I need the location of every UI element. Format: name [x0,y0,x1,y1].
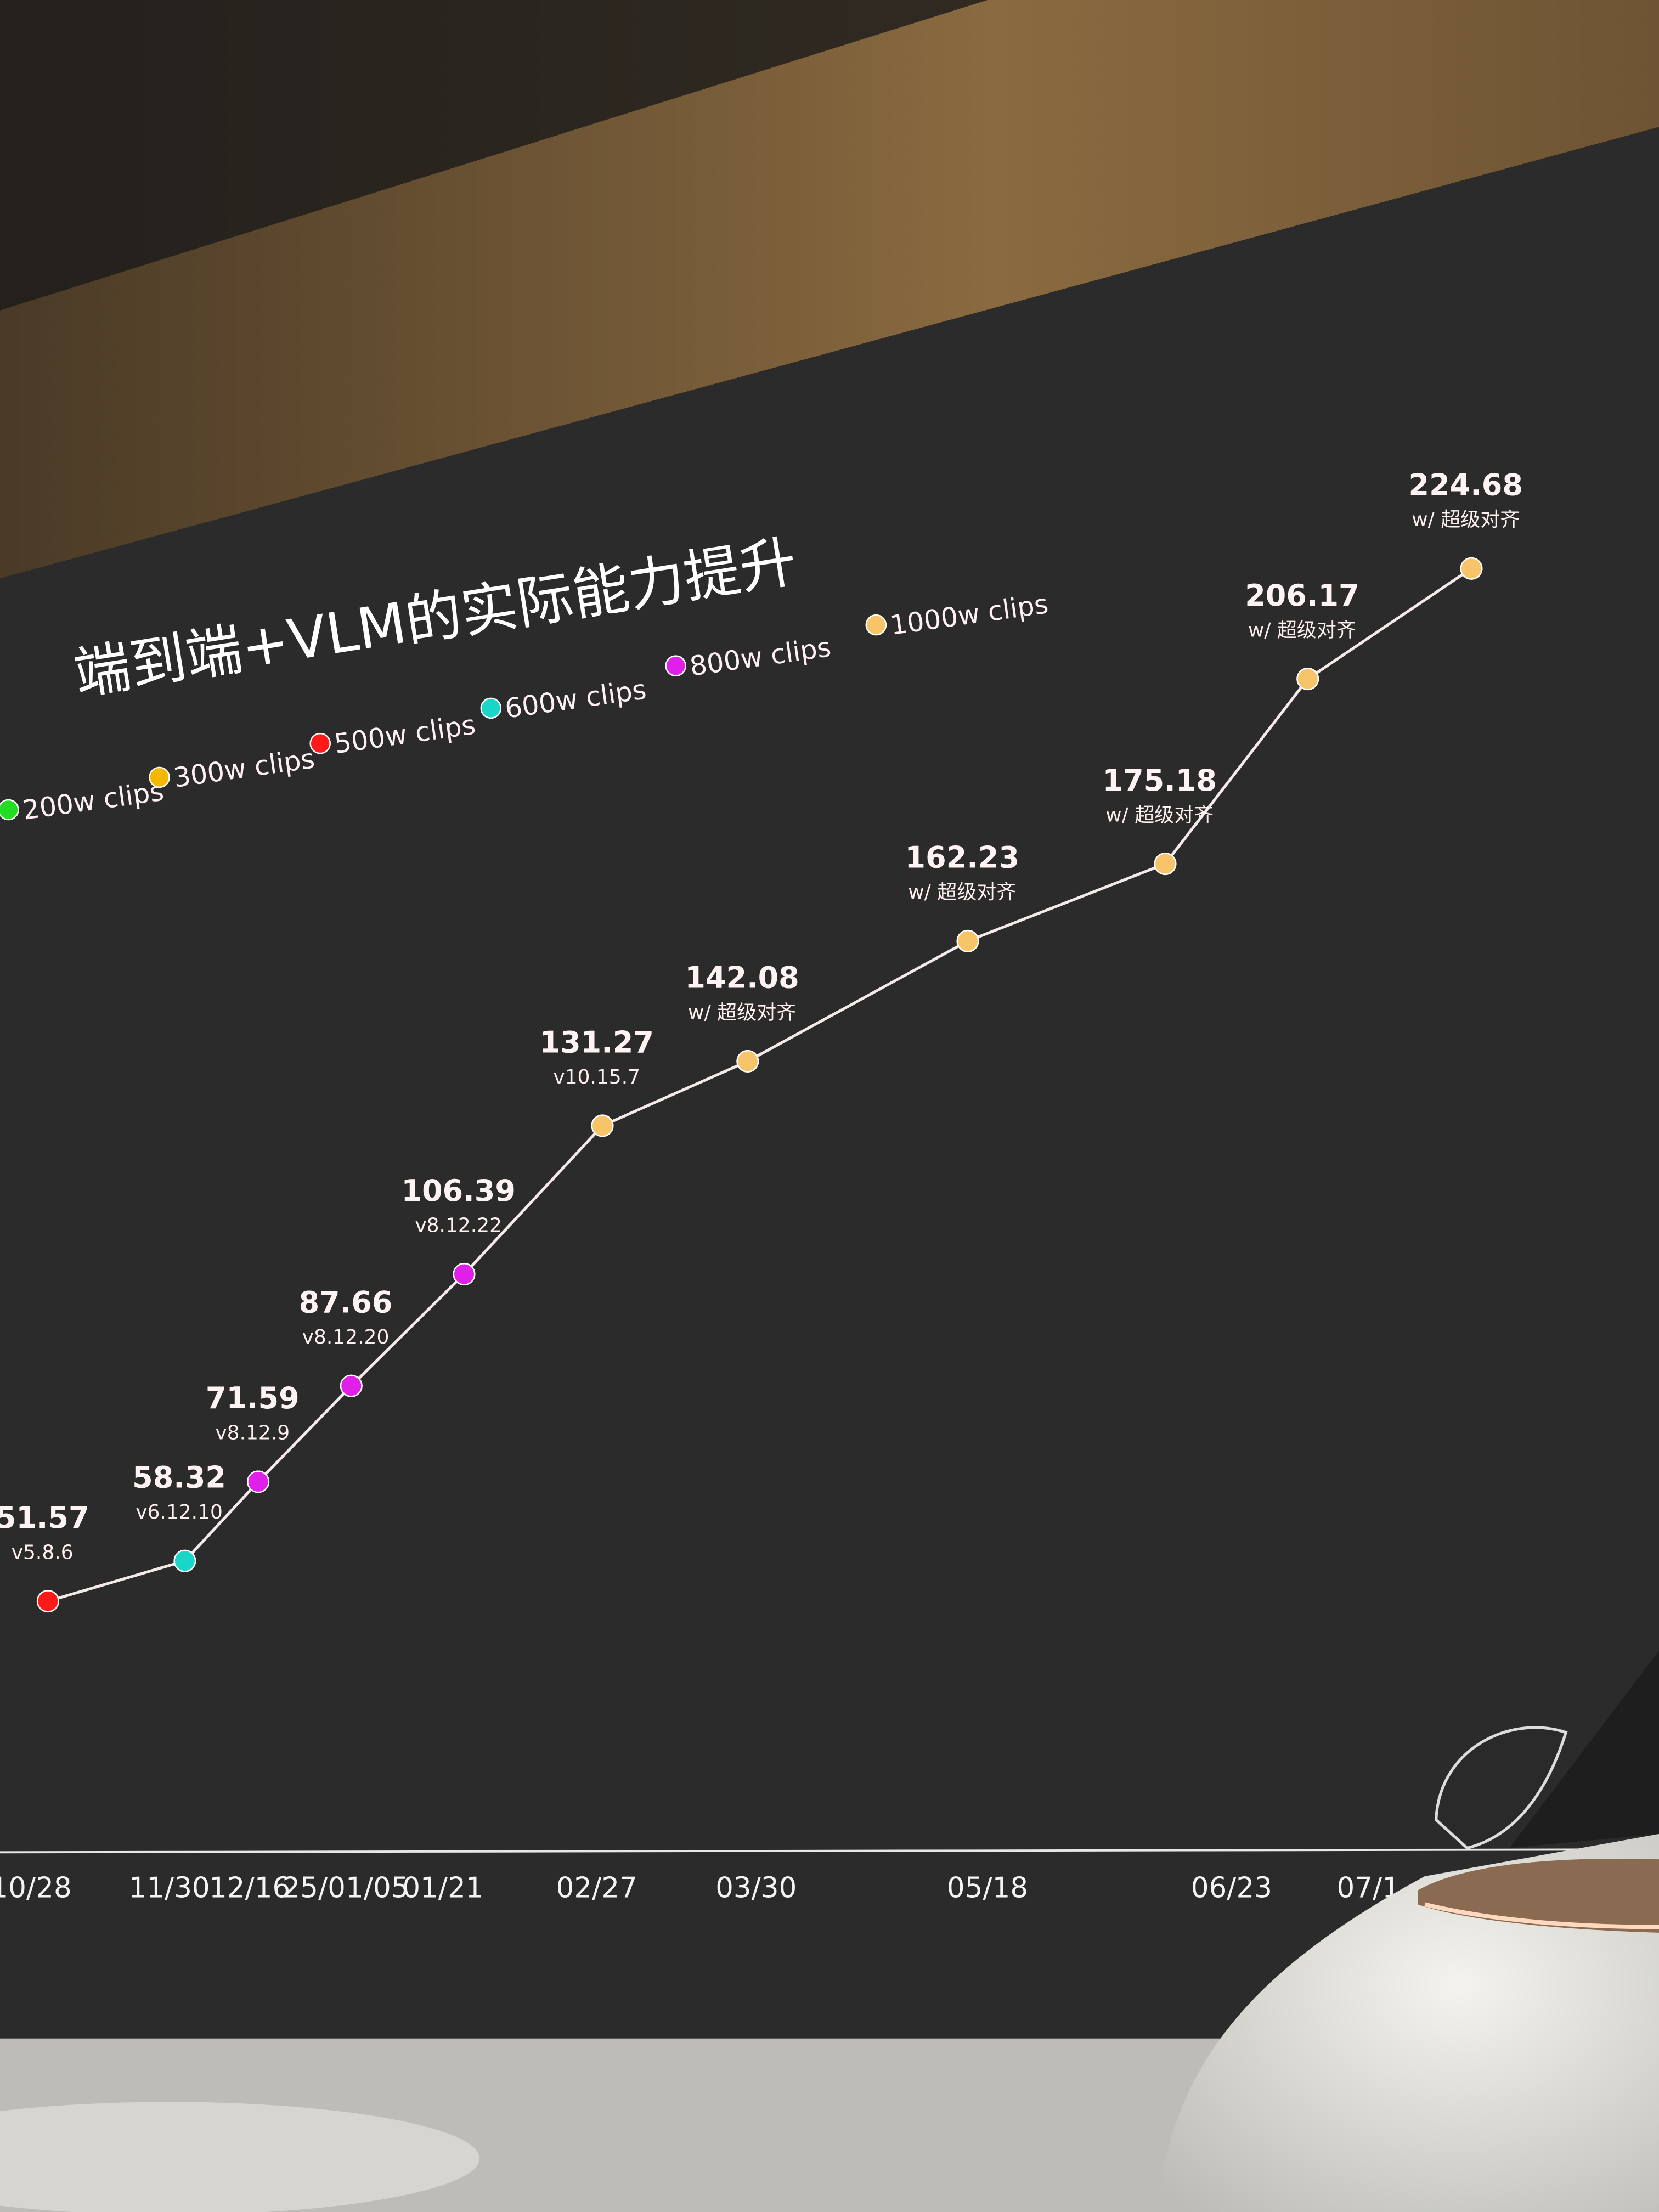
truss [0,0,988,311]
x-tick-label: 03/30 [715,1872,797,1905]
data-label: 58.32 [132,1460,226,1494]
data-label: 71.59 [206,1381,300,1415]
data-label: 162.23 [905,840,1019,875]
legend-swatch [149,766,170,788]
version-label: v5.8.6 [12,1541,74,1564]
legend-swatch [480,697,502,719]
data-label: 142.08 [685,961,799,995]
screen [0,127,1659,2046]
car-body [1156,1833,1659,2212]
x-tick-label: 11/30 [128,1872,210,1905]
x-tick-label: 25/01/05 [283,1872,409,1905]
data-point [173,1549,196,1572]
version-label: v8.12.9 [215,1422,290,1444]
legend-swatch [865,614,887,636]
plot: 51.57 v5.8.6 10/28 58.32 v6.12.10 11/30 71.59 v… [0,468,1523,1905]
data-label: 175.18 [1103,763,1217,798]
x-tick-label: 02/27 [556,1872,637,1905]
version-label: w/ 超级对齐 [1412,509,1520,531]
x-tick-label: 06/23 [1191,1872,1272,1905]
legend-swatch [0,799,19,821]
data-label: 131.27 [540,1025,654,1059]
x-axis [0,1848,1659,1854]
data-point [591,1114,614,1137]
data-label: 51.57 [0,1500,89,1535]
data-point [247,1470,270,1493]
data-point [453,1262,476,1286]
data-point [340,1374,363,1397]
data-label: 87.66 [299,1285,393,1319]
data-point [1154,852,1177,876]
legend-swatch [665,655,686,676]
data-label: 206.17 [1245,578,1359,613]
floor-light [0,2102,480,2212]
data-point [1460,557,1483,580]
data-label: 224.68 [1409,468,1523,503]
car-light [1424,1902,1659,1929]
car-window [1509,1650,1659,1848]
legend-swatch [309,732,331,754]
data-point [736,1049,759,1073]
car-mirror [1435,1726,1568,1850]
x-tick-label: 12/16 [209,1872,290,1905]
x-tick-label: 10/28 [0,1872,72,1905]
version-label: w/ 超级对齐 [908,881,1016,904]
data-point [956,929,979,952]
data-label: 106.39 [402,1173,516,1208]
version-label: v8.12.20 [302,1326,390,1348]
x-tick-label: 01/21 [402,1872,483,1905]
car [1156,1650,1659,2212]
x-tick-label: 05/18 [947,1872,1028,1905]
version-label: w/ 超级对齐 [688,1001,796,1024]
version-label: w/ 超级对齐 [1248,619,1356,641]
version-label: v8.12.22 [415,1214,502,1237]
version-label: w/ 超级对齐 [1105,804,1214,826]
data-point [36,1590,59,1613]
version-label: v10.15.7 [553,1066,640,1088]
data-point [1296,667,1319,691]
version-label: v6.12.10 [136,1501,223,1523]
